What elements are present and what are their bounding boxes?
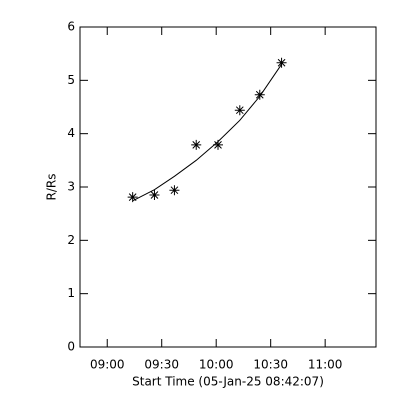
x-axis-label: Start Time (05-Jan-25 08:42:07) bbox=[132, 375, 324, 389]
y-tick-label: 2 bbox=[67, 233, 75, 247]
point bbox=[149, 190, 160, 200]
plot-frame bbox=[79, 26, 377, 348]
asterisk bbox=[234, 105, 245, 116]
y-tick-label: 3 bbox=[67, 180, 75, 194]
asterisk bbox=[213, 139, 224, 150]
point bbox=[191, 139, 202, 150]
y-tick-label: 5 bbox=[67, 73, 75, 87]
asterisk bbox=[169, 185, 180, 196]
x-tick-label: 10:30 bbox=[253, 358, 288, 372]
x-tick-label: 09:00 bbox=[90, 358, 125, 372]
point bbox=[254, 89, 265, 100]
x-tick-label: 09:30 bbox=[144, 358, 179, 372]
point bbox=[276, 57, 287, 68]
y-tick-label: 0 bbox=[67, 340, 75, 354]
asterisk bbox=[127, 192, 138, 203]
y-tick-label: 1 bbox=[67, 286, 75, 300]
x-tick-label: 10:00 bbox=[199, 358, 234, 372]
y-tick-label: 4 bbox=[67, 126, 75, 140]
y-tick-label: 6 bbox=[67, 20, 75, 34]
point bbox=[127, 192, 138, 203]
x-tick-label: 11:00 bbox=[308, 358, 343, 372]
asterisk bbox=[149, 190, 160, 200]
asterisk bbox=[254, 89, 265, 100]
point bbox=[234, 105, 245, 116]
point bbox=[213, 139, 224, 150]
point bbox=[169, 185, 180, 196]
y-axis-label: R/Rs bbox=[45, 174, 59, 201]
asterisk bbox=[276, 57, 287, 68]
asterisk bbox=[191, 139, 202, 150]
fit-line bbox=[132, 64, 282, 202]
